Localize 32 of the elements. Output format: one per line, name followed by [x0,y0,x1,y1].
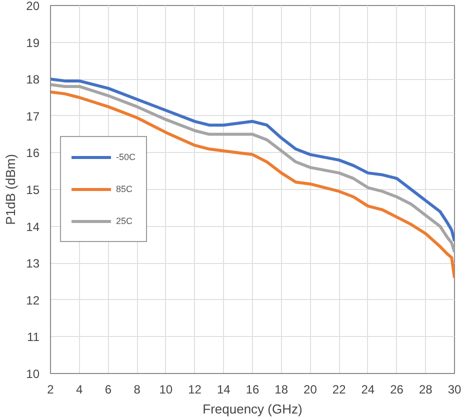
x-tick-label: 6 [104,382,112,396]
y-tick-label: 19 [26,36,40,50]
x-tick-label: 20 [304,382,318,396]
x-tick-label: 2 [47,382,54,396]
x-tick-label: 12 [188,382,202,396]
x-tick-label: 24 [361,382,375,396]
x-tick-label: 8 [134,382,141,396]
legend-label: -50C [116,152,136,162]
legend-label: 85C [116,184,134,194]
x-tick-label: 16 [246,382,260,396]
y-tick-label: 20 [26,0,40,13]
y-tick-label: 11 [27,330,40,344]
x-tick-label: 10 [159,382,173,396]
y-tick-label: 12 [26,293,40,308]
y-tick-label: 16 [26,146,40,160]
y-tick-label: 13 [26,256,40,271]
x-tick-label: 22 [332,382,346,396]
x-tick-label: 18 [274,382,288,396]
y-tick-label: 15 [26,183,40,197]
legend-label: 25C [116,216,134,226]
y-tick-label: 10 [26,367,40,381]
y-tick-label: 17 [26,109,40,124]
y-tick-label: 14 [26,220,40,234]
x-tick-label: 30 [448,382,462,396]
x-tick-label: 4 [76,382,84,396]
y-axis-title: P1dB (dBm) [3,154,18,225]
x-tick-label: 14 [216,382,231,396]
x-tick-label: 28 [418,382,433,396]
y-tick-label: 18 [26,72,40,87]
x-axis-title: Frequency (GHz) [202,402,302,416]
x-tick-label: 26 [390,382,404,396]
line-series [50,90,454,280]
